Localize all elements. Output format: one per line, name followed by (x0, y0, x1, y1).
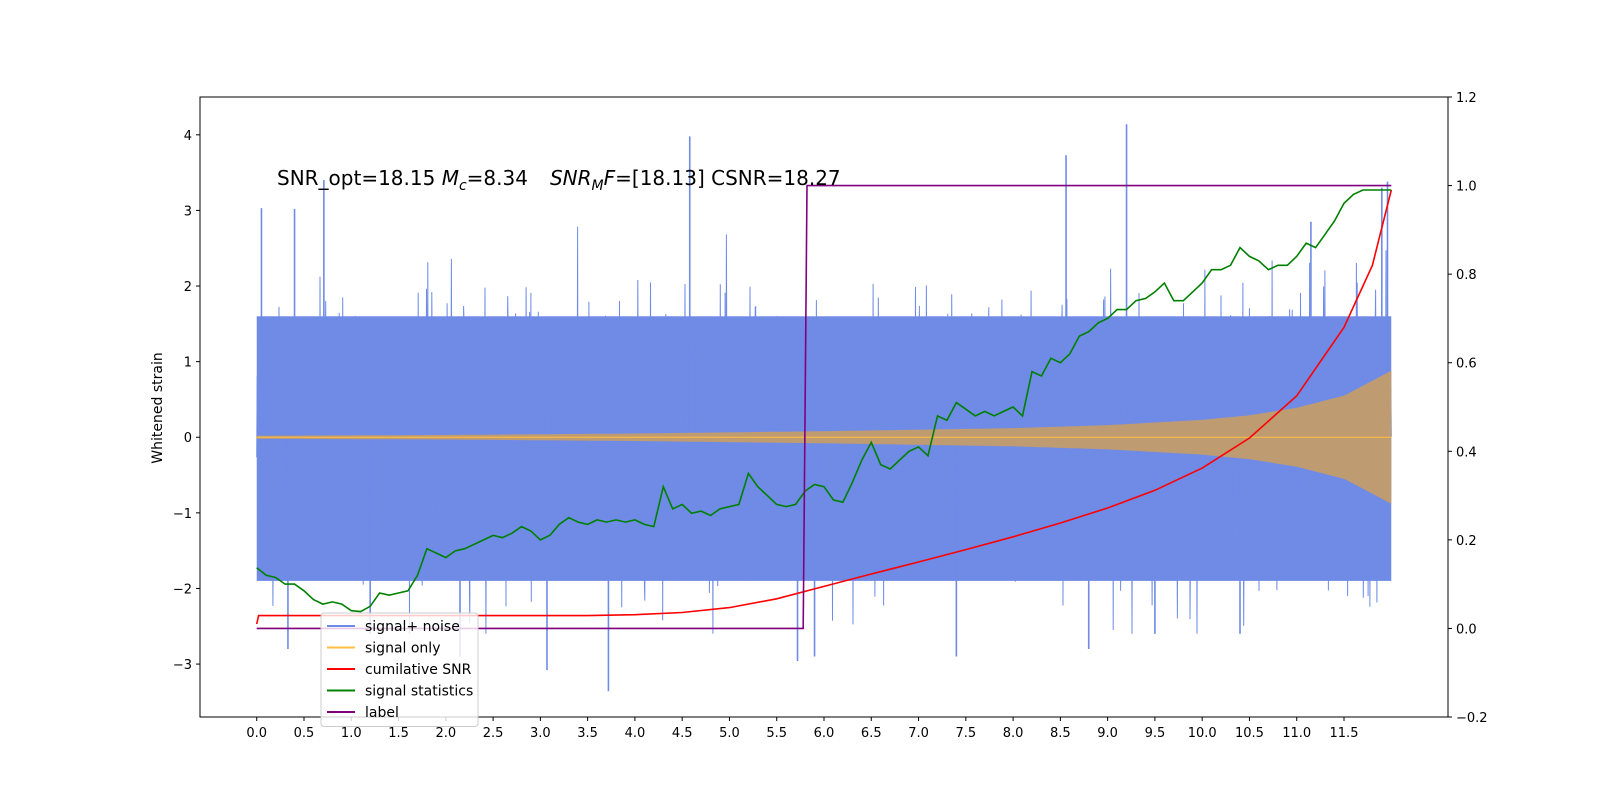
x-tick-label: 10.5 (1235, 726, 1264, 741)
legend-label: label (365, 705, 399, 721)
annotation-snr-tail: F (604, 166, 616, 190)
y-tick-label: −2 (173, 582, 192, 597)
legend-label: signal statistics (365, 684, 473, 700)
y-axis-label: Whitened strain (150, 352, 166, 463)
x-tick-label: 5.5 (766, 726, 787, 741)
legend-item: label (327, 705, 399, 721)
x-tick-label: 4.0 (625, 726, 646, 741)
annotation-snr-value: =[18.13] CSNR=18.27 (615, 166, 841, 190)
x-tick-label: 0.5 (294, 726, 315, 741)
legend-item: cumilative SNR (327, 662, 472, 678)
y2-tick-label: 1.0 (1456, 180, 1477, 195)
label-line (256, 184, 1392, 630)
signal-plus-noise-series (256, 124, 1392, 692)
x-tick-label: 10.0 (1188, 726, 1217, 741)
y2-tick-label: 0.4 (1456, 445, 1477, 460)
x-tick-label: 3.0 (530, 726, 551, 741)
legend-item: signal+ noise (327, 619, 460, 635)
y2-tick-label: 0.2 (1456, 534, 1477, 549)
y-tick-label: −3 (173, 658, 192, 673)
annotation-mc-value: =8.34 (467, 166, 528, 190)
x-tick-label: 8.5 (1050, 726, 1071, 741)
y2-tick-label: −0.2 (1456, 711, 1488, 726)
y-tick-label: −1 (173, 507, 192, 522)
x-tick-label: 0.0 (246, 726, 267, 741)
cumulative-snr-line (255, 189, 1393, 625)
y2-tick-label: 0.8 (1456, 268, 1477, 283)
annotation-prefix: SNR_opt=18.15 (277, 166, 442, 190)
legend: signal+ noise signal only cumilative SNR si… (320, 612, 479, 727)
signal-only-series (256, 370, 1392, 504)
y2-tick-label: 0.6 (1456, 357, 1477, 372)
right-axis-series (255, 184, 1393, 630)
x-tick-label: 2.5 (483, 726, 504, 741)
y-axis-right: −0.2 0.0 0.2 0.4 0.6 0.8 1.0 1.2 (1448, 91, 1488, 726)
y-tick-label: 1 (184, 356, 192, 371)
y-tick-label: 4 (184, 129, 192, 144)
x-axis: 0.0 0.5 1.0 1.5 2.0 2.5 3.0 3.5 4.0 4.5 5.0 5.5 6.0 6… (246, 717, 1358, 741)
annotation-snr-symbol: SNR (550, 166, 592, 190)
y-tick-label: 3 (184, 204, 192, 219)
y-tick-label: 2 (184, 280, 192, 295)
snr-annotation: SNR_opt=18.15 Mc=8.34 SNRMF=[18.13] CSNR=… (277, 166, 841, 194)
legend-label: signal+ noise (365, 619, 460, 635)
x-tick-label: 11.5 (1330, 726, 1359, 741)
legend-label: signal only (365, 641, 440, 657)
y-tick-label: 0 (184, 431, 192, 446)
x-tick-label: 7.0 (908, 726, 929, 741)
legend-item: signal statistics (327, 684, 473, 700)
annotation-snr-subscript: M (592, 178, 604, 194)
x-tick-label: 11.0 (1282, 726, 1311, 741)
y2-tick-label: 1.2 (1456, 91, 1477, 106)
x-tick-label: 7.5 (955, 726, 976, 741)
annotation-mc-subscript: c (459, 178, 467, 194)
signal-statistics-line (256, 189, 1392, 613)
x-tick-label: 9.5 (1145, 726, 1166, 741)
x-tick-label: 5.0 (719, 726, 740, 741)
x-tick-label: 9.0 (1097, 726, 1118, 741)
legend-item: signal only (327, 641, 440, 657)
legend-label: cumilative SNR (365, 662, 472, 678)
x-tick-label: 1.5 (388, 726, 409, 741)
annotation-mc-symbol: M (442, 166, 459, 190)
x-tick-label: 4.5 (672, 726, 693, 741)
x-tick-label: 3.5 (577, 726, 598, 741)
legend-frame (320, 612, 479, 727)
x-tick-label: 2.0 (435, 726, 456, 741)
x-tick-label: 6.0 (814, 726, 835, 741)
x-tick-label: 8.0 (1003, 726, 1024, 741)
y2-tick-label: 0.0 (1456, 622, 1477, 637)
y-axis-left: −3 −2 −1 0 1 2 3 4 (173, 129, 200, 673)
x-tick-label: 1.0 (341, 726, 362, 741)
x-tick-label: 6.5 (861, 726, 882, 741)
